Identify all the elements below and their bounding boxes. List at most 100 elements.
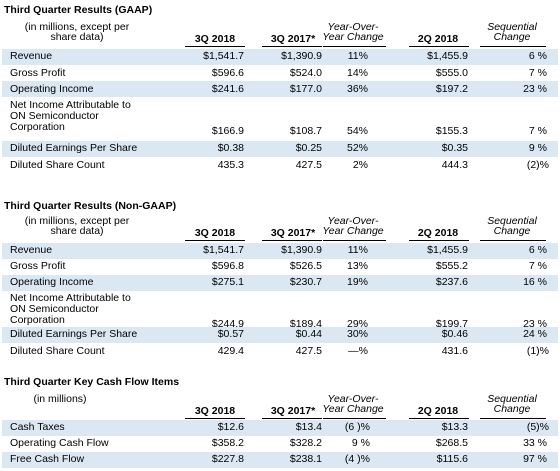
col-header-3q2018: 3Q 2018: [194, 227, 236, 239]
table-row: Revenue $1,541.7 $1,390.9 11% $1,455.9 6…: [0, 49, 560, 65]
cell-2q2018: $0.46: [441, 328, 468, 340]
table-row: Operating Income $275.1 $230.7 19% $237.…: [0, 275, 560, 291]
cell-yoy: 11%: [347, 50, 368, 62]
header-rule: [185, 418, 245, 419]
cell-seq: 23 %: [523, 318, 547, 330]
table-row: Net Income Attributable to ON Semiconduc…: [0, 97, 560, 139]
col-header-yoy-change: Year-Over-Year Change: [322, 393, 384, 415]
header-rule: [409, 240, 469, 241]
table-row: Operating Income $241.6 $177.0 36% $197.…: [0, 81, 560, 97]
cell-3q2018: $244.9: [211, 318, 244, 330]
units-label: (in millions): [33, 393, 87, 405]
header-rule: [409, 46, 469, 47]
cell-3q2017: $526.5: [289, 260, 322, 272]
cell-yoy: 14%: [346, 67, 368, 79]
cell-2q2018: $268.5: [435, 437, 468, 449]
cell-3q2018: $12.6: [217, 421, 244, 433]
cell-yoy: 29%: [346, 318, 368, 330]
col-header-3q2017: 3Q 2017*: [270, 227, 316, 239]
cell-3q2017: $0.25: [295, 142, 322, 154]
cell-3q2018: $358.2: [211, 437, 244, 449]
table-row: Diluted Earnings Per Share $0.57 $0.44 3…: [0, 327, 560, 343]
cell-2q2018: $555.0: [435, 67, 468, 79]
cell-seq: 7 %: [528, 67, 547, 79]
cell-3q2018: $1,541.7: [203, 50, 244, 62]
row-label: Operating Income: [10, 276, 94, 288]
table-row: Diluted Share Count 435.3 427.5 2% 444.3…: [0, 157, 560, 173]
cell-3q2018: $596.8: [211, 260, 244, 272]
cell-3q2018: $166.9: [211, 125, 244, 137]
header-rule: [262, 418, 322, 419]
cell-seq: 23 %: [523, 83, 547, 95]
cell-seq: 97 %: [523, 453, 547, 465]
units-label: (in millions, except per share data): [24, 215, 130, 237]
cell-3q2017: $238.1: [289, 453, 322, 465]
cell-yoy: 30%: [346, 328, 368, 340]
row-label: Net Income Attributable to ON Semiconduc…: [10, 292, 131, 326]
cell-3q2017: 427.5: [295, 345, 322, 357]
row-label: Diluted Earnings Per Share: [10, 142, 138, 154]
cell-3q2017: 427.5: [295, 159, 322, 171]
col-header-3q2017: 3Q 2017*: [270, 33, 316, 45]
cell-3q2018: $1,541.7: [203, 244, 244, 256]
cell-seq: 16 %: [523, 276, 547, 288]
cell-3q2018: $0.38: [217, 142, 244, 154]
cell-yoy: 2%: [352, 159, 368, 171]
header-rule: [185, 46, 245, 47]
cell-3q2018: $227.8: [211, 453, 244, 465]
cell-yoy: 11%: [347, 244, 368, 256]
header-rule: [262, 240, 322, 241]
row-label: Diluted Share Count: [10, 159, 105, 171]
header-rule: [480, 418, 546, 419]
section-title: Third Quarter Results (GAAP): [4, 4, 153, 16]
cell-2q2018: $13.3: [441, 421, 468, 433]
cell-3q2017: $230.7: [289, 276, 322, 288]
cell-yoy: 9 %: [351, 437, 370, 449]
cell-seq: 6 %: [528, 244, 547, 256]
col-header-seq-change: Sequential Change: [487, 393, 537, 415]
row-label: Revenue: [10, 244, 53, 256]
cell-2q2018: $197.2: [435, 83, 468, 95]
col-header-2q2018: 2Q 2018: [417, 405, 459, 417]
cell-3q2017: $177.0: [289, 83, 322, 95]
cell-3q2017: $1,390.9: [281, 50, 322, 62]
row-label: Gross Profit: [10, 260, 66, 272]
table-row: Gross Profit $596.8 $526.5 13% $555.2 7 …: [0, 259, 560, 275]
col-header-yoy-change: Year-Over-Year Change: [322, 215, 384, 237]
cell-yoy: 19%: [346, 276, 368, 288]
section-title: Third Quarter Results (Non-GAAP): [4, 200, 177, 212]
table-row: Revenue $1,541.7 $1,390.9 11% $1,455.9 6…: [0, 243, 560, 259]
col-header-3q2018: 3Q 2018: [194, 405, 236, 417]
col-header-3q2018: 3Q 2018: [194, 33, 236, 45]
cell-3q2018: $0.57: [217, 328, 244, 340]
cell-3q2018: 435.3: [217, 159, 244, 171]
table-row: Operating Cash Flow $358.2 $328.2 9 % $2…: [0, 436, 560, 452]
cell-seq: 24 %: [523, 328, 547, 340]
col-header-3q2017: 3Q 2017*: [270, 405, 316, 417]
header-rule: [480, 240, 546, 241]
row-label: Free Cash Flow: [10, 453, 85, 465]
row-label: Cash Taxes: [10, 421, 65, 433]
cell-seq: (2)%: [526, 159, 549, 171]
cell-2q2018: 444.3: [441, 159, 468, 171]
cell-seq: 7 %: [528, 260, 547, 272]
section-title: Third Quarter Key Cash Flow Items: [4, 376, 180, 388]
cell-3q2018: $275.1: [211, 276, 244, 288]
table-row: Gross Profit $596.6 $524.0 14% $555.0 7 …: [0, 65, 560, 81]
cell-3q2017: $189.4: [289, 318, 322, 330]
cell-3q2017: $108.7: [289, 125, 322, 137]
cell-2q2018: $155.3: [435, 125, 468, 137]
col-header-2q2018: 2Q 2018: [417, 227, 459, 239]
row-label: Diluted Share Count: [10, 345, 105, 357]
cell-3q2017: $13.4: [295, 421, 322, 433]
header-rule: [262, 46, 322, 47]
cell-2q2018: $199.7: [435, 318, 468, 330]
cell-seq: (5)%: [526, 421, 549, 433]
cell-3q2017: $524.0: [289, 67, 322, 79]
cell-yoy: 52%: [346, 142, 368, 154]
cell-yoy: —%: [348, 345, 368, 357]
cell-2q2018: $1,455.9: [427, 244, 468, 256]
row-label: Gross Profit: [10, 67, 66, 79]
cell-seq: 6 %: [528, 50, 547, 62]
cell-yoy: (6 )%: [344, 421, 370, 433]
